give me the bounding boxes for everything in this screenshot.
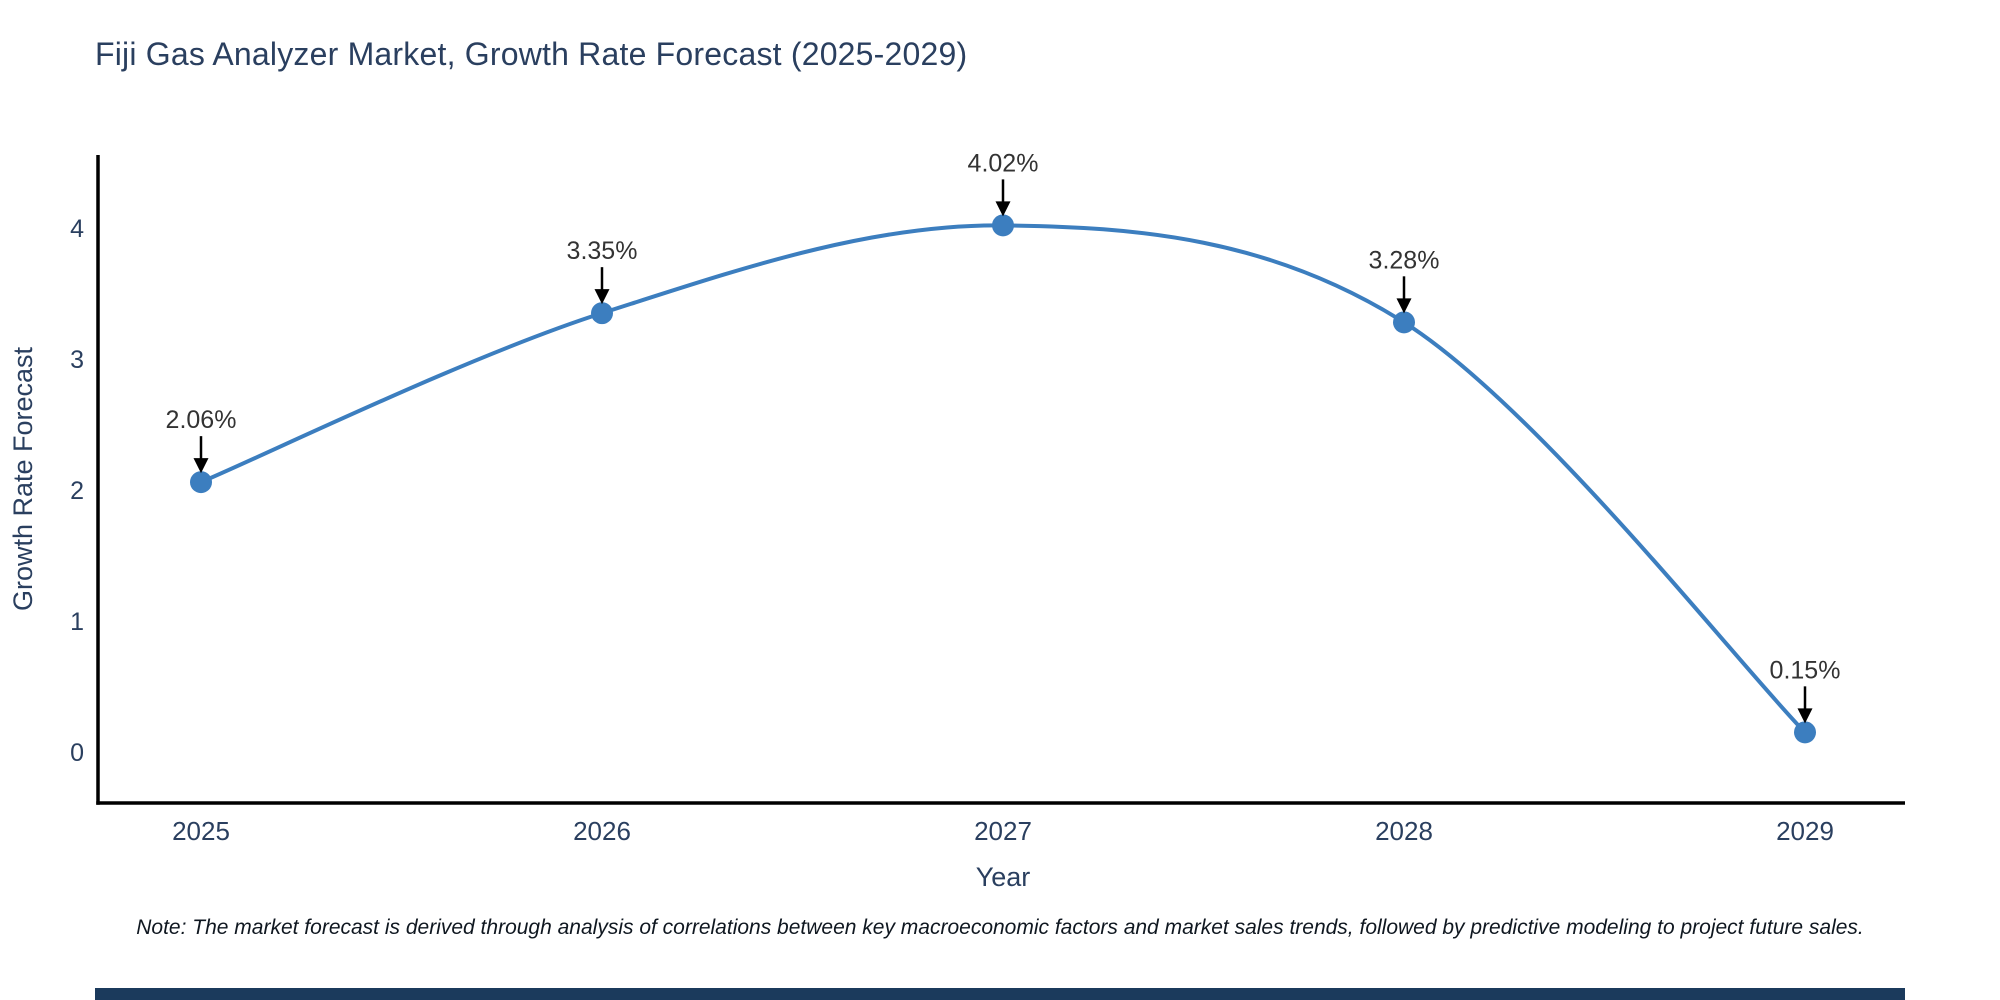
annotation-arrowhead-icon	[594, 289, 610, 305]
forecast-line	[199, 223, 1807, 735]
data-point-2027[interactable]	[992, 214, 1014, 237]
y-axis-title: Growth Rate Forecast	[8, 346, 38, 611]
annotation-arrowhead-icon	[1797, 708, 1813, 724]
y-tick-label: 4	[70, 215, 84, 243]
data-point-2025[interactable]	[190, 471, 212, 494]
data-point-2028[interactable]	[1393, 311, 1415, 334]
footnote: Note: The market forecast is derived thr…	[136, 916, 1864, 939]
point-annotation: 3.35%	[567, 237, 638, 265]
x-tick-label: 2029	[1776, 816, 1834, 846]
point-annotation: 2.06%	[166, 406, 237, 434]
x-tick-label: 2026	[573, 816, 631, 846]
data-point-2029[interactable]	[1794, 721, 1816, 744]
y-tick-label: 1	[70, 608, 84, 636]
point-annotation: 0.15%	[1770, 656, 1841, 684]
data-point-2026[interactable]	[591, 302, 613, 325]
x-tick-label: 2025	[172, 816, 230, 846]
point-annotation: 4.02%	[968, 149, 1039, 177]
annotation-arrowhead-icon	[1396, 298, 1412, 314]
x-axis-title: Year	[976, 862, 1031, 892]
y-tick-label: 3	[70, 346, 84, 374]
y-tick-label: 2	[70, 477, 84, 505]
footer-bar	[95, 988, 1905, 1000]
point-annotation: 3.28%	[1369, 246, 1440, 274]
y-tick-label: 0	[70, 739, 84, 767]
chart-title: Fiji Gas Analyzer Market, Growth Rate Fo…	[95, 36, 968, 72]
annotation-arrowhead-icon	[193, 458, 209, 474]
annotation-arrowhead-icon	[995, 201, 1011, 217]
x-tick-label: 2027	[974, 816, 1032, 846]
x-tick-label: 2028	[1375, 816, 1433, 846]
